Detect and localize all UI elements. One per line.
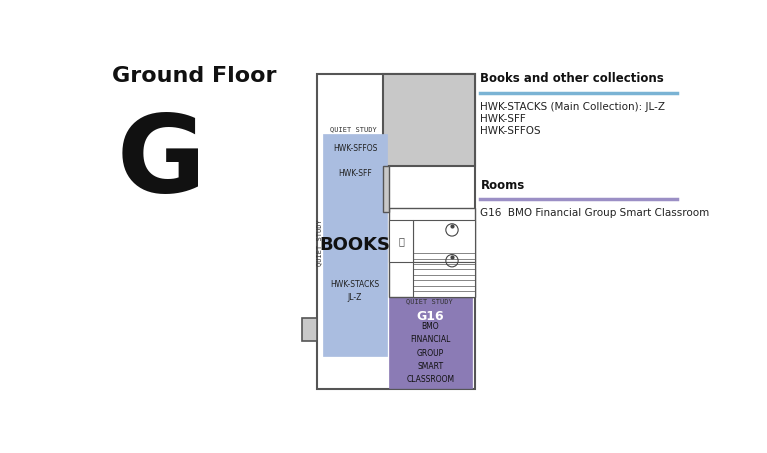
Text: Rooms: Rooms [480, 179, 525, 192]
Bar [318, 73, 475, 389]
Text: G: G [117, 109, 206, 215]
Text: HWK-SFF: HWK-SFF [338, 169, 372, 178]
Text: HWK-STACKS (Main Collection): JL-Z: HWK-STACKS (Main Collection): JL-Z [480, 102, 666, 112]
Text: QUIET STUDY: QUIET STUDY [406, 298, 453, 304]
Text: Books and other collections: Books and other collections [480, 72, 664, 86]
Text: HWK-SFF: HWK-SFF [480, 114, 526, 124]
Text: QUIET STUDY: QUIET STUDY [330, 126, 377, 132]
Text: BOOKS: BOOKS [320, 236, 390, 254]
Text: Ⓐ: Ⓐ [398, 236, 404, 246]
Text: HWK-STACKS
JL-Z: HWK-STACKS JL-Z [331, 280, 380, 302]
Text: HWK-SFFOS: HWK-SFFOS [480, 126, 541, 136]
Text: G16  BMO Financial Group Smart Classroom: G16 BMO Financial Group Smart Classroom [480, 208, 709, 218]
Bar [413, 262, 475, 297]
Text: BMO
FINANCIAL
GROUP
SMART
CLASSROOM: BMO FINANCIAL GROUP SMART CLASSROOM [407, 322, 455, 384]
Bar [389, 220, 413, 262]
Text: HWK-SFFOS: HWK-SFFOS [333, 144, 377, 153]
Bar [389, 297, 472, 388]
Bar [302, 318, 318, 341]
Bar [413, 220, 475, 262]
Text: Ground Floor: Ground Floor [112, 66, 276, 86]
Text: G16: G16 [416, 310, 444, 323]
Bar [324, 135, 387, 356]
Bar [383, 73, 475, 166]
Bar [383, 166, 389, 212]
Text: QUIET STUDY: QUIET STUDY [316, 220, 322, 266]
Bar [389, 208, 475, 297]
